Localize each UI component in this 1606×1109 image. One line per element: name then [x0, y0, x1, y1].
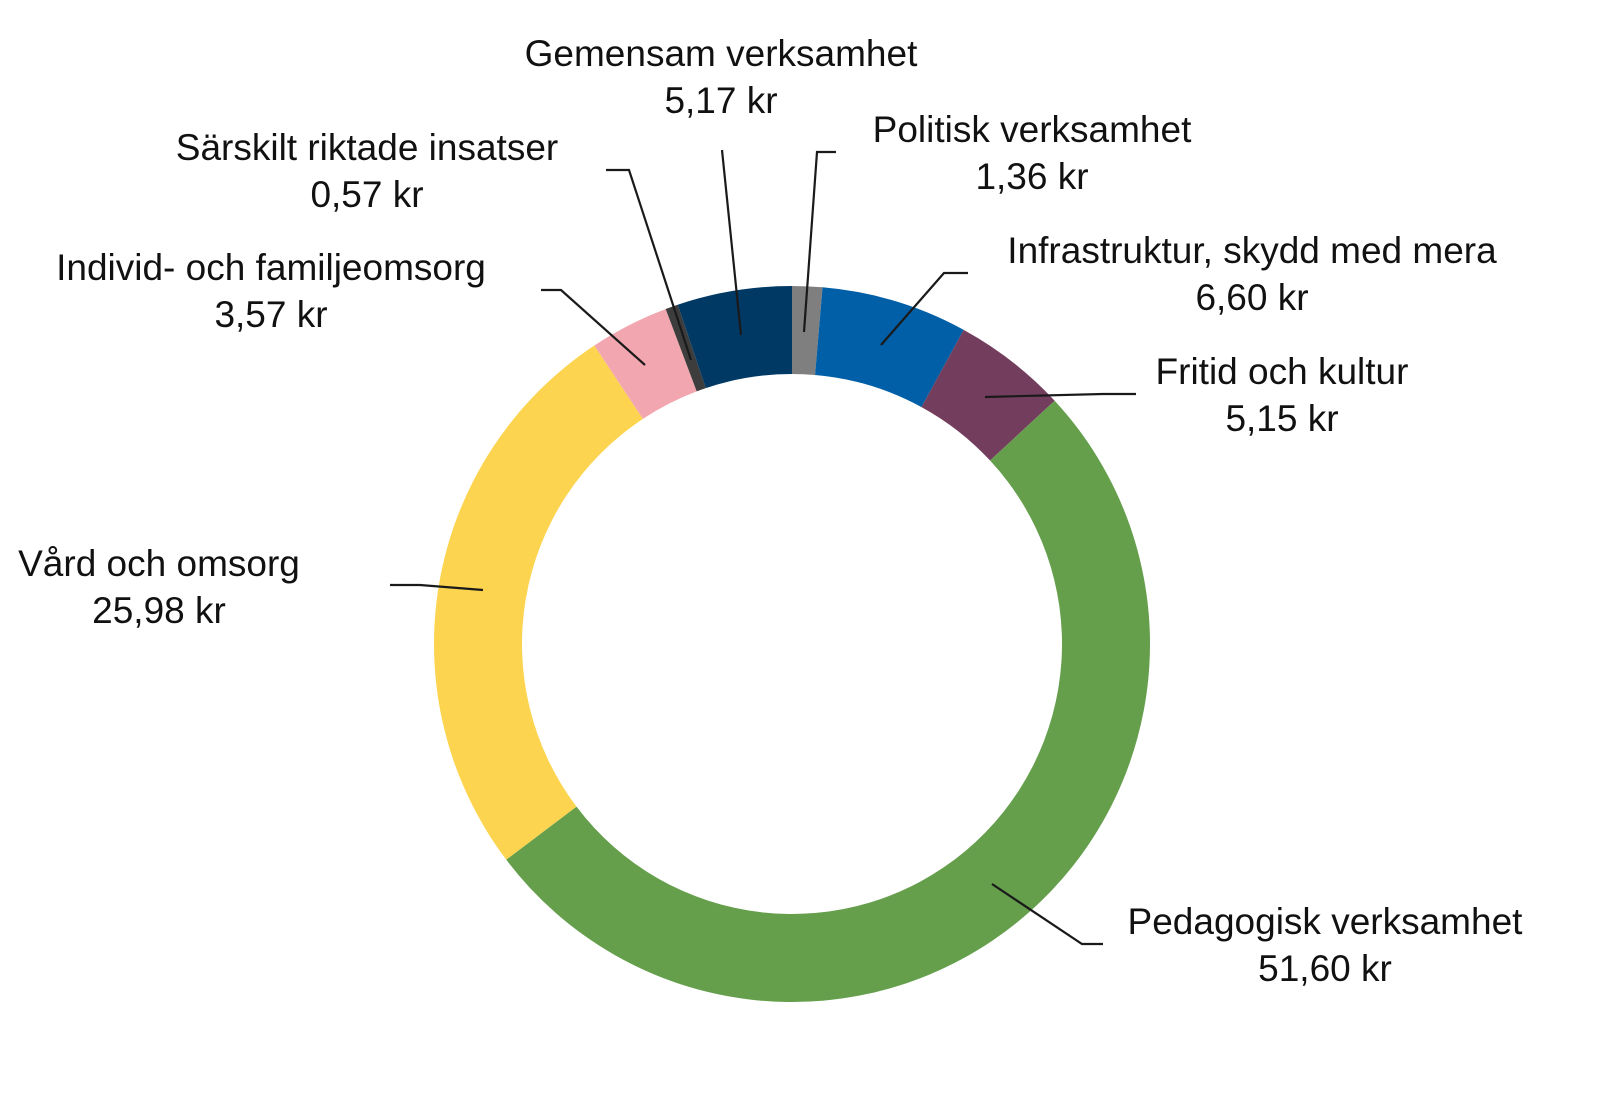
slice-value-sarskilt-riktade-insatser: 0,57 kr — [310, 174, 423, 215]
slice-vard-och-omsorg — [433, 345, 643, 860]
slice-value-individ-och-familjeomsorg: 3,57 kr — [214, 294, 327, 335]
slice-fritid-och-kultur — [921, 329, 1055, 461]
slice-sarskilt-riktade-insatser — [665, 304, 706, 392]
leader-line-vard-och-omsorg — [390, 583, 484, 592]
leader-line-fritid-och-kultur — [984, 392, 1136, 399]
leader-line-individ-och-familjeomsorg — [541, 288, 646, 366]
slice-label-fritid-och-kultur: Fritid och kultur — [1156, 351, 1409, 392]
slice-value-fritid-och-kultur: 5,15 kr — [1225, 398, 1338, 439]
slice-label-sarskilt-riktade-insatser: Särskilt riktade insatser — [176, 127, 558, 168]
leader-line-politisk-verksamhet — [802, 150, 836, 333]
slice-label-vard-och-omsorg: Vård och omsorg — [18, 543, 300, 584]
slice-label-politisk-verksamhet: Politisk verksamhet — [873, 109, 1192, 150]
slice-pedagogisk-verksamhet — [506, 400, 1151, 1003]
slice-value-infrastruktur-skydd-med-mera: 6,60 kr — [1195, 277, 1308, 318]
slice-infrastruktur-skydd-med-mera — [815, 287, 964, 408]
leader-line-pedagogisk-verksamhet — [991, 883, 1103, 946]
slice-value-politisk-verksamhet: 1,36 kr — [975, 156, 1088, 197]
slices-group — [433, 286, 1151, 1003]
slice-politisk-verksamhet — [792, 286, 823, 375]
slice-gemensam-verksamhet — [677, 286, 792, 389]
labels-group: Politisk verksamhet 1,36 kr Infrastruktur,… — [18, 33, 1523, 989]
slice-value-pedagogisk-verksamhet: 51,60 kr — [1258, 948, 1392, 989]
leader-line-gemensam-verksamhet — [720, 149, 743, 336]
slice-label-gemensam-verksamhet: Gemensam verksamhet — [525, 33, 918, 74]
slice-label-individ-och-familjeomsorg: Individ- och familjeomsorg — [56, 247, 486, 288]
slice-label-infrastruktur-skydd-med-mera: Infrastruktur, skydd med mera — [1007, 230, 1497, 271]
slice-value-vard-och-omsorg: 25,98 kr — [92, 590, 226, 631]
slice-individ-och-familjeomsorg — [594, 309, 697, 419]
leader-line-sarskilt-riktade-insatser — [606, 168, 693, 361]
slice-value-gemensam-verksamhet: 5,17 kr — [664, 80, 777, 121]
leader-lines-group — [390, 149, 1136, 946]
leader-line-infrastruktur-skydd-med-mera — [880, 271, 968, 346]
slice-label-pedagogisk-verksamhet: Pedagogisk verksamhet — [1128, 901, 1524, 942]
